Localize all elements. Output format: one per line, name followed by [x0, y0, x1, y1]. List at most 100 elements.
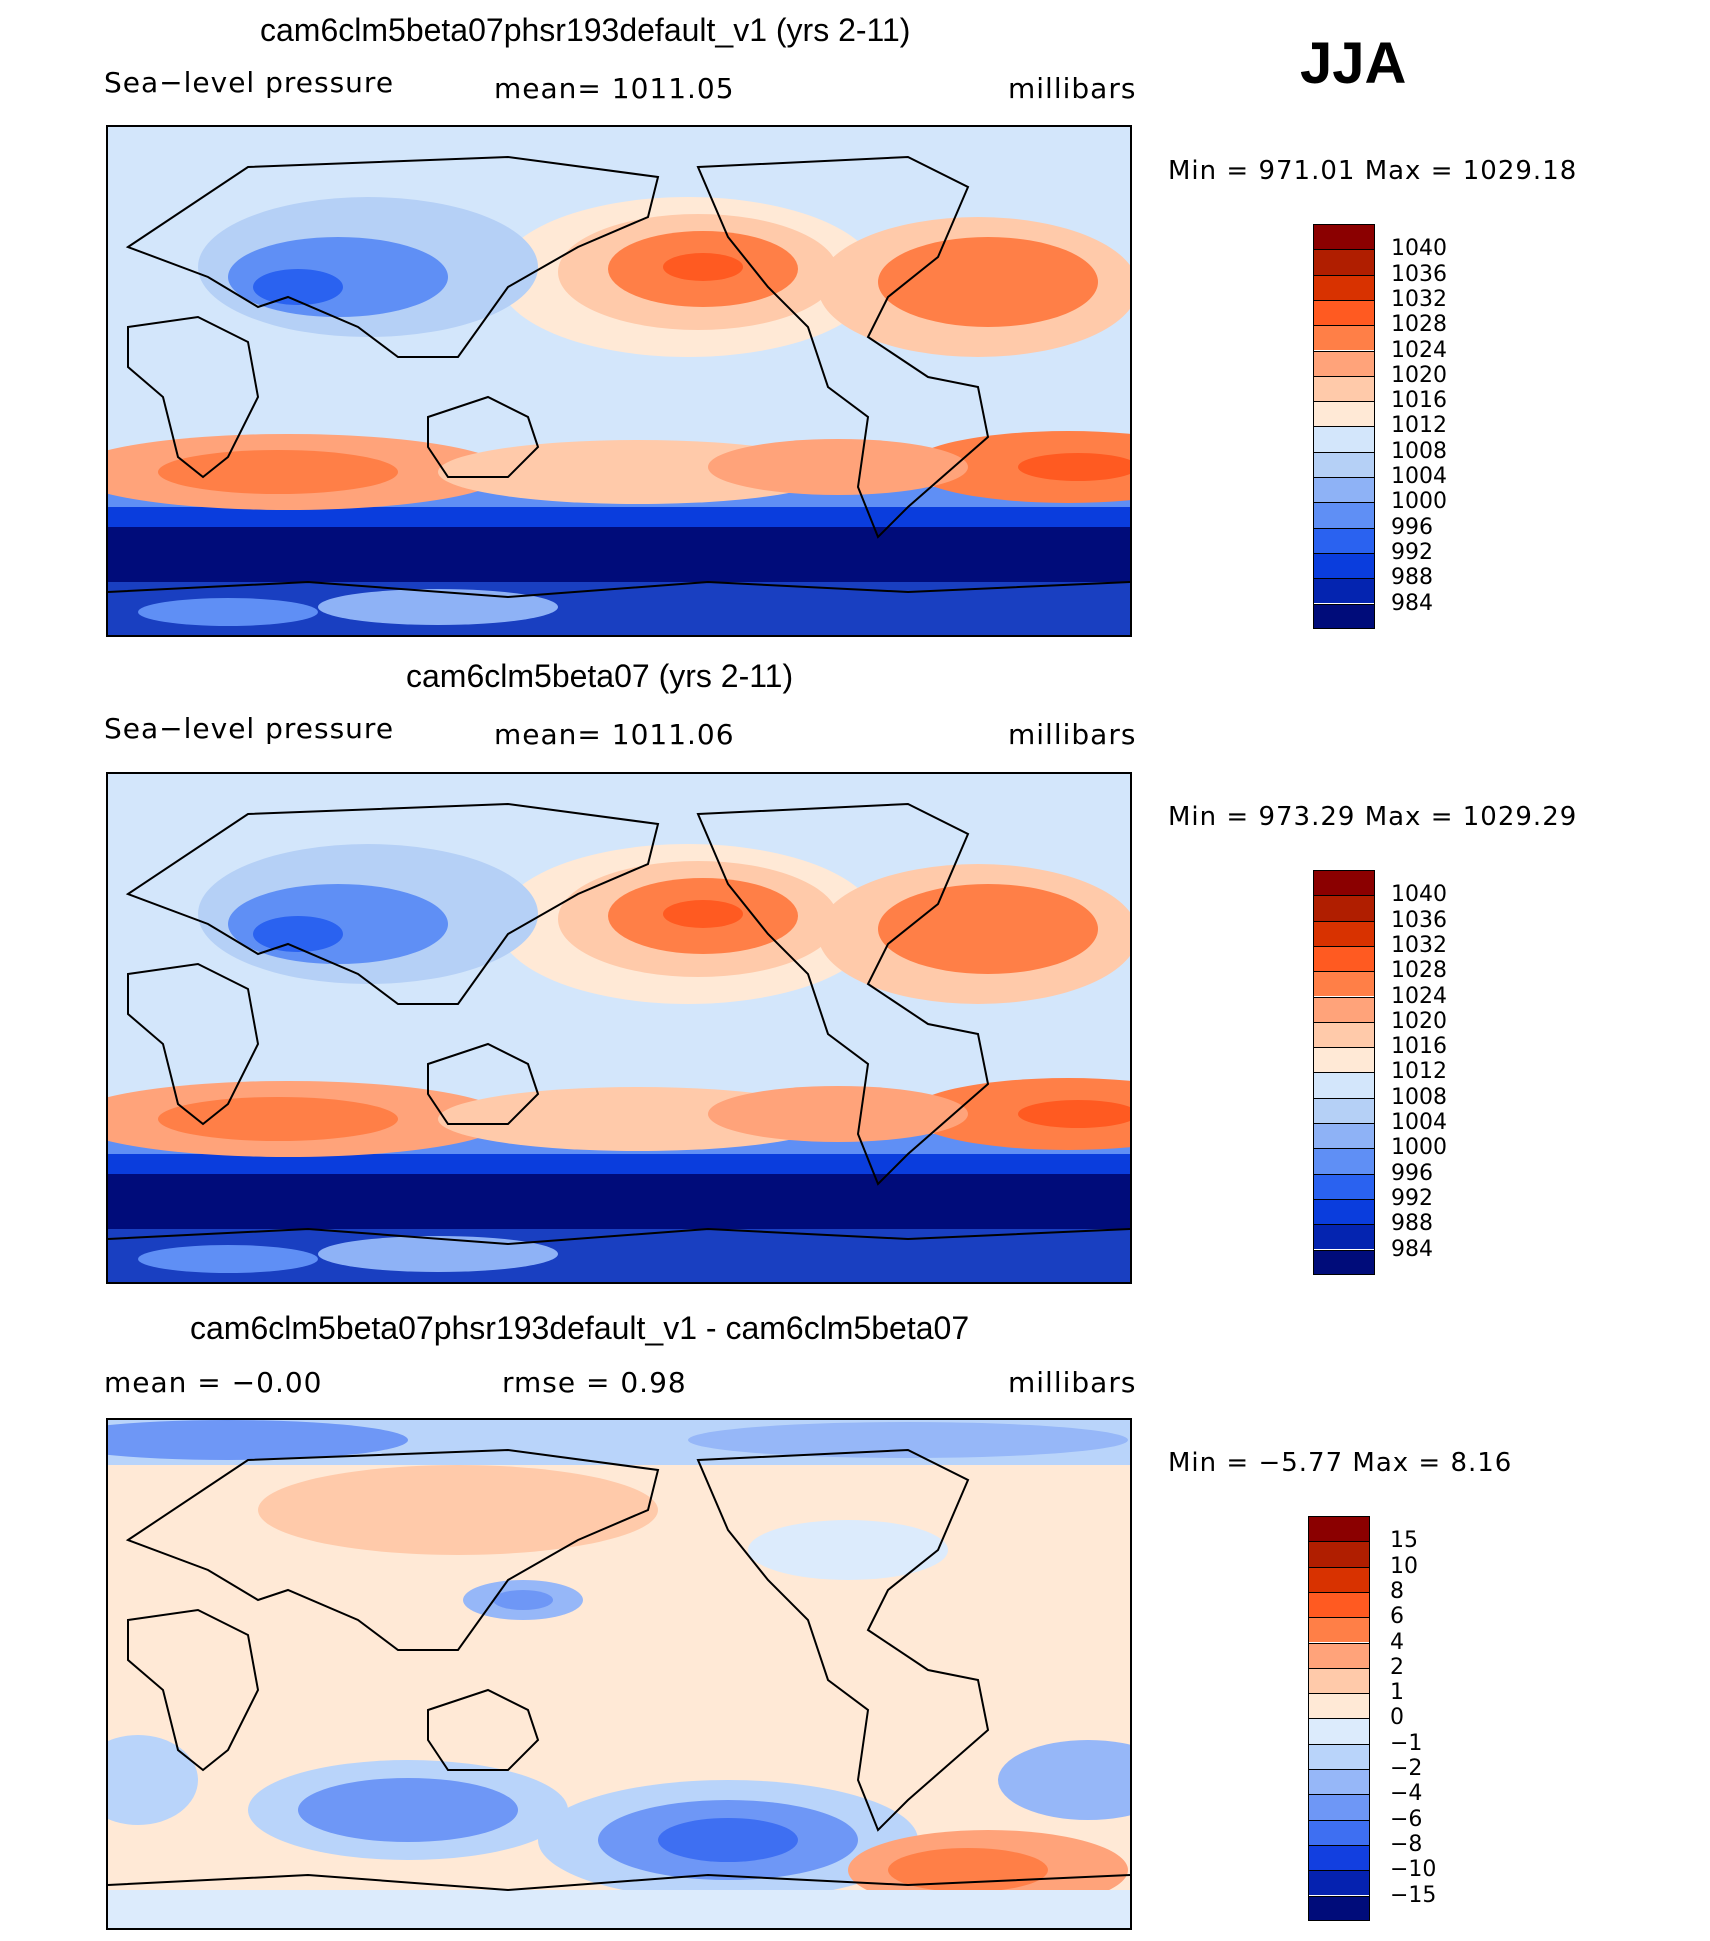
- colorbar-swatch: [1308, 1794, 1370, 1820]
- colorbar-tick-label: 1000: [1391, 1135, 1447, 1161]
- colorbar-tick-label: 8: [1390, 1578, 1404, 1604]
- colorbar-tick-label: 1008: [1391, 1084, 1447, 1110]
- colorbar-swatch: [1313, 224, 1375, 250]
- panel3-coastline-australia: [427, 1688, 540, 1771]
- panel3-atlantic-low: [748, 1520, 948, 1580]
- panel3-coastline-americas: [696, 1448, 990, 1832]
- colorbar-tick-label: −1: [1390, 1730, 1423, 1756]
- colorbar-tick-label: 15: [1390, 1528, 1418, 1554]
- colorbar-frame: [1308, 1516, 1370, 1921]
- colorbar-tick-label: 4: [1390, 1629, 1404, 1655]
- colorbar-swatch: [1313, 350, 1375, 376]
- panel2-coastline-eurasia: [125, 802, 660, 1005]
- colorbar-swatch: [1308, 1844, 1370, 1871]
- colorbar-swatch: [1313, 325, 1375, 351]
- colorbar-swatch: [1308, 1819, 1370, 1845]
- panel3-coastline-antarctica: [108, 1873, 1130, 1892]
- panel3-arctic-low: [108, 1420, 408, 1460]
- colorbar-tick-label: 1028: [1391, 958, 1447, 984]
- colorbar-tick-label: 1040: [1391, 236, 1447, 262]
- colorbar-tick-label: 984: [1391, 1236, 1433, 1262]
- colorbar-swatch: [1313, 375, 1375, 402]
- colorbar-swatch: [1313, 274, 1375, 300]
- panel3-west-low: [108, 1735, 198, 1825]
- colorbar-tick-label: 1008: [1391, 438, 1447, 464]
- colorbar-swatch: [1313, 1072, 1375, 1098]
- colorbar-tick-label: 1012: [1391, 1059, 1447, 1085]
- colorbar-tick-label: −6: [1390, 1806, 1423, 1832]
- colorbar-swatch: [1313, 945, 1375, 972]
- colorbar-tick-label: 6: [1390, 1604, 1404, 1630]
- colorbar-tick-label: 1020: [1391, 1008, 1447, 1034]
- colorbar-swatch: [1308, 1667, 1370, 1694]
- panel3-east-low: [998, 1740, 1130, 1820]
- panel2-south-high: [1018, 1100, 1130, 1128]
- colorbar-tick-label: 1004: [1391, 464, 1447, 489]
- panel2-title: cam6clm5beta07 (yrs 2-11): [406, 658, 794, 694]
- colorbar-tick-label: 1016: [1391, 388, 1447, 414]
- colorbar-tick-label: 1040: [1391, 882, 1447, 908]
- colorbar-tick-label: 1024: [1391, 337, 1447, 363]
- colorbar-tick-label: 1000: [1391, 489, 1447, 515]
- panel3-rmse: rmse = 0.98: [502, 1366, 687, 1399]
- panel1-antarctic-low: [318, 589, 558, 625]
- colorbar-swatch: [1308, 1895, 1370, 1921]
- colorbar-tick-label: 1: [1390, 1680, 1404, 1706]
- colorbar-swatch: [1313, 401, 1375, 427]
- panel2-coastline-africa: [127, 962, 260, 1126]
- colorbar-swatch: [1313, 502, 1375, 528]
- colorbar-swatch: [1313, 1198, 1375, 1225]
- panel1-coastline-eurasia: [125, 155, 660, 358]
- panel3-arctic-low: [688, 1422, 1128, 1458]
- colorbar-tick-label: 1036: [1391, 261, 1447, 287]
- colorbar-swatch: [1313, 971, 1375, 997]
- colorbar-swatch: [1313, 451, 1375, 477]
- panel3-siberian-high: [258, 1465, 658, 1555]
- colorbar-tick-label: 0: [1390, 1705, 1404, 1731]
- panel2-mean: mean= 1011.06: [494, 718, 735, 751]
- panel3-mean: mean = −0.00: [104, 1366, 323, 1399]
- colorbar-swatch: [1313, 426, 1375, 452]
- panel3-southern-low: [298, 1778, 518, 1842]
- colorbar-tick-label: −15: [1390, 1882, 1437, 1908]
- colorbar-swatch: [1313, 1047, 1375, 1073]
- panel3-coastline-africa: [127, 1608, 260, 1772]
- panel3-units: millibars: [1008, 1366, 1137, 1399]
- colorbar-swatch: [1308, 1718, 1370, 1744]
- panel1-title: cam6clm5beta07phsr193default_v1 (yrs 2-1…: [260, 12, 911, 48]
- colorbar-swatch: [1313, 1148, 1375, 1174]
- colorbar-swatch: [1308, 1591, 1370, 1618]
- season-label: JJA: [1300, 31, 1407, 96]
- colorbar-swatch: [1313, 996, 1375, 1022]
- panel2-minmax: Min = 973.29 Max = 1029.29: [1168, 802, 1578, 832]
- colorbar-swatch: [1308, 1769, 1370, 1795]
- colorbar-tick-label: 2: [1390, 1654, 1404, 1680]
- colorbar-tick-label: 1032: [1391, 932, 1447, 958]
- colorbar-tick-label: −2: [1390, 1756, 1423, 1781]
- colorbar-tick-label: −8: [1390, 1831, 1423, 1857]
- panel1-variable-label: Sea−level pressure: [104, 66, 395, 99]
- panel1-units: millibars: [1008, 72, 1137, 105]
- colorbar-swatch: [1313, 1224, 1375, 1250]
- panel2-pacific-high: [663, 900, 743, 928]
- panel2-variable-label: Sea−level pressure: [104, 712, 395, 745]
- panel2-asian-low: [253, 916, 343, 952]
- panel3-map: [106, 1418, 1132, 1930]
- panel1-coastline-antarctica: [108, 580, 1130, 599]
- colorbar-tick-label: −10: [1390, 1857, 1437, 1883]
- colorbar-tick-label: 996: [1391, 1160, 1433, 1186]
- panel3-pacific-low: [493, 1590, 553, 1610]
- colorbar-swatch: [1308, 1642, 1370, 1668]
- colorbar-swatch: [1308, 1743, 1370, 1769]
- colorbar-tick-label: 1020: [1391, 362, 1447, 388]
- colorbar-tick-label: 996: [1391, 514, 1433, 540]
- panel2-map: [106, 772, 1132, 1284]
- colorbar-swatch: [1313, 552, 1375, 579]
- colorbar-tick-label: 1012: [1391, 413, 1447, 439]
- colorbar-tick-label: 992: [1391, 1185, 1433, 1211]
- panel1-south-high: [1018, 453, 1130, 481]
- panel1-map: [106, 125, 1132, 637]
- panel2-antarctic-low: [138, 1245, 318, 1273]
- panel2-south-high: [158, 1097, 398, 1141]
- panel2-south-high: [708, 1086, 968, 1142]
